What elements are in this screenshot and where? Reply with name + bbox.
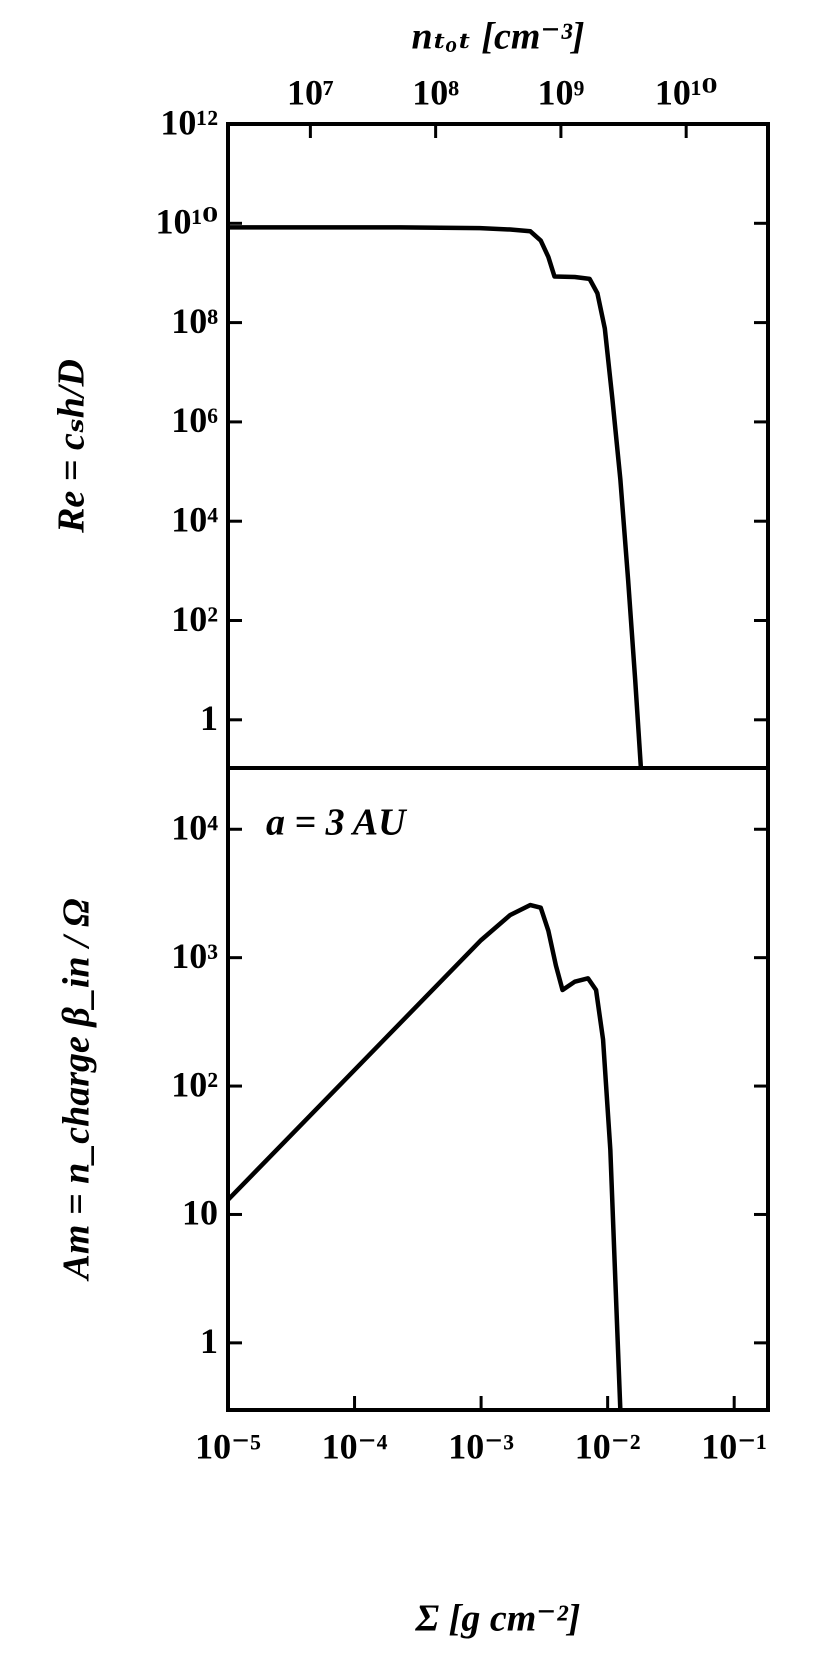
- x2-tick-label: 10⁷: [287, 72, 334, 112]
- y-tick-label: 10⁴: [171, 499, 218, 539]
- y-tick-label: 10⁶: [171, 400, 218, 440]
- x2-axis-label: nₜₒₜ [cm⁻³]: [411, 16, 584, 58]
- x-tick-label: 10⁻²: [575, 1426, 641, 1466]
- data-line: [228, 902, 623, 1410]
- y-tick-label: 1: [200, 1321, 218, 1361]
- data-line: [228, 225, 644, 768]
- x-tick-label: 10⁻⁴: [322, 1426, 388, 1466]
- x2-tick-label: 10¹⁰: [655, 72, 718, 112]
- y-tick-label: 10¹⁰: [155, 202, 218, 242]
- y-tick-label: 10⁸: [171, 301, 218, 341]
- y-tick-label: 10²: [171, 1064, 218, 1104]
- x-tick-label: 10⁻³: [448, 1426, 514, 1466]
- axes-frame: [226, 766, 770, 1412]
- y-tick-label: 10⁴: [171, 808, 218, 848]
- annotation: a = 3 AU: [266, 802, 408, 844]
- plot-area: [228, 225, 644, 768]
- x-tick-label: 10⁻⁵: [195, 1426, 261, 1466]
- y-tick-label: 10²: [171, 599, 218, 639]
- y-axis-label: Am = n_charge β_in / Ω: [56, 899, 98, 1282]
- y-tick-label: 10³: [171, 936, 218, 976]
- plot-area: [228, 902, 623, 1410]
- x2-tick-label: 10⁹: [538, 72, 585, 112]
- x2-tick-label: 10⁸: [412, 72, 459, 112]
- y-tick-label: 10: [182, 1193, 218, 1233]
- y-axis-label: Re = cₛh/D: [51, 359, 93, 534]
- x-tick-label: 10⁻¹: [701, 1426, 767, 1466]
- axes-frame: [226, 122, 770, 770]
- x-axis-label: Σ [g cm⁻²]: [415, 1598, 581, 1640]
- y-tick-label: 1: [200, 698, 218, 738]
- y-tick-label: 10¹²: [160, 102, 218, 142]
